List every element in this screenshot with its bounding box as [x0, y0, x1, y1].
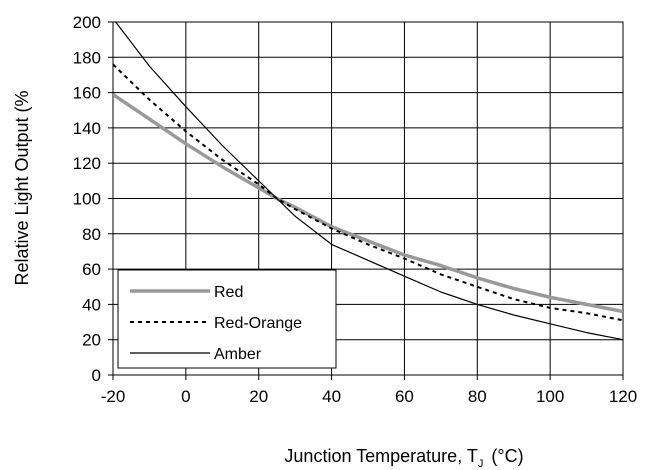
legend-label-red: Red: [214, 284, 243, 301]
y-tick-label-9: 180: [73, 48, 101, 67]
y-tick-label-3: 60: [82, 260, 101, 279]
x-tick-label-3: 40: [322, 387, 341, 406]
y-tick-label-10: 200: [73, 13, 101, 32]
legend: Red Red-Orange Amber: [117, 269, 337, 369]
x-tick-label-5: 80: [468, 387, 487, 406]
series-line-red: [113, 92, 623, 314]
x-tick-label-0: -20: [101, 387, 126, 406]
y-tick-label-4: 80: [82, 225, 101, 244]
x-axis-label: Junction Temperature, TJ (°C): [284, 446, 523, 470]
x-tick-label-1: 0: [181, 387, 190, 406]
x-tick-label-4: 60: [395, 387, 414, 406]
series-line-amber: [114, 22, 623, 341]
legend-label-red-orange: Red-Orange: [214, 315, 302, 332]
y-axis-label: Relative Light Output (%: [12, 90, 32, 285]
y-tick-label-7: 140: [73, 119, 101, 138]
x-axis-label-unit: (°C): [491, 446, 523, 466]
y-tick-label-1: 20: [82, 331, 101, 350]
y-tick-label-0: 0: [92, 366, 101, 385]
x-axis-label-main: Junction Temperature, T: [284, 446, 477, 466]
legend-box: [117, 269, 337, 369]
tick-labels: -20 0 20 40 60 80 100 1200204060801001201401601…: [73, 13, 638, 406]
y-tick-label-6: 120: [73, 154, 101, 173]
x-tick-label-7: 120: [609, 387, 637, 406]
x-tick-label-6: 100: [536, 387, 564, 406]
y-tick-label-2: 40: [82, 295, 101, 314]
x-axis-label-subscript: J: [478, 458, 484, 470]
y-tick-label-5: 100: [73, 190, 101, 209]
series-line-red-orange: [113, 63, 623, 322]
series-layer: [113, 22, 623, 341]
y-tick-label-8: 160: [73, 84, 101, 103]
legend-label-amber: Amber: [214, 346, 262, 363]
x-tick-label-2: 20: [249, 387, 268, 406]
